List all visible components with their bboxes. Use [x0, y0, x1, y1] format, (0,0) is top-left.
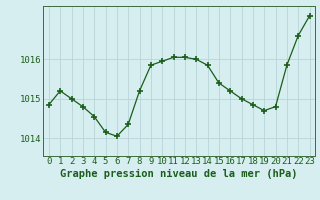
X-axis label: Graphe pression niveau de la mer (hPa): Graphe pression niveau de la mer (hPa): [60, 169, 298, 179]
